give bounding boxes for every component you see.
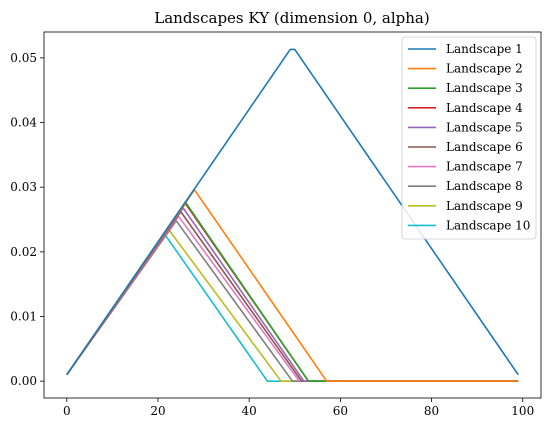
y-tick-label: 0.01 [10,310,37,324]
x-tick-label: 0 [63,404,71,418]
series-line-7 [66,215,519,382]
legend-entry: Landscape 4 [446,101,523,115]
x-tick-label: 80 [424,404,439,418]
legend-entry: Landscape 1 [446,42,523,56]
plot-frame [43,31,542,399]
y-axis: 0.00 0.01 0.02 0.03 0.04 0.05 [10,51,44,388]
legend-entry: Landscape 8 [446,179,523,193]
x-tick-label: 60 [333,404,348,418]
y-tick-label: 0.05 [10,51,37,65]
y-tick-label: 0.03 [10,180,37,194]
y-tick-label: 0.02 [10,245,37,259]
x-tick-label: 40 [242,404,257,418]
legend-entry: Landscape 7 [446,160,523,174]
x-tick-label: 100 [511,404,534,418]
legend-entry: Landscape 9 [446,199,523,213]
legend-entry: Landscape 10 [446,218,530,232]
legend-entry: Landscape 2 [446,62,523,76]
legend-entry: Landscape 6 [446,140,523,154]
legend: Landscape 1 Landscape 2 Landscape 3 Landsca… [401,36,537,240]
chart-title: Landscapes KY (dimension 0, alpha) [154,9,429,27]
y-tick-label: 0.00 [10,374,37,388]
legend-entry: Landscape 3 [446,81,523,95]
y-tick-label: 0.04 [10,116,37,130]
legend-entry: Landscape 5 [446,120,523,134]
x-tick-label: 20 [150,404,165,418]
x-axis: 0 20 40 60 80 100 [63,398,534,418]
